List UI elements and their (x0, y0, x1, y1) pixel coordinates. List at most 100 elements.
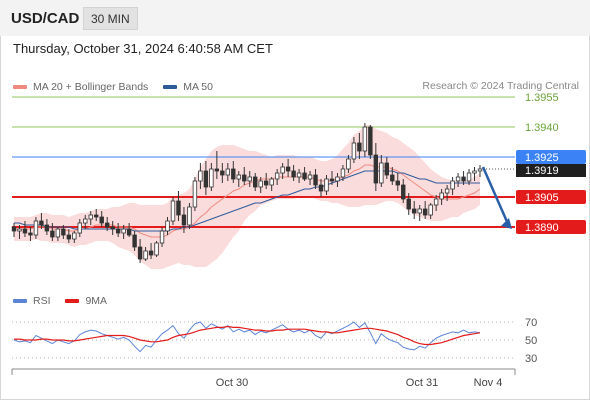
candle (115, 223, 121, 237)
candle-body (455, 176, 461, 182)
candle (72, 231, 77, 243)
candle-body (412, 208, 417, 214)
candle (450, 177, 455, 195)
candle (159, 227, 165, 247)
candle (455, 173, 461, 187)
x-axis-label: Oct 31 (406, 377, 438, 389)
candle (329, 171, 335, 185)
candle (22, 221, 28, 237)
candle (373, 143, 379, 191)
legend-ma50: MA 50 (163, 81, 213, 93)
level-label-1.3940: 1.3940 (525, 122, 559, 134)
candle (33, 217, 39, 239)
candle (258, 177, 263, 193)
candle (428, 203, 433, 219)
level-label-1.3905: 1.3905 (525, 192, 559, 204)
ma50-line (14, 170, 480, 232)
level-label-1.3925: 1.3925 (525, 152, 559, 164)
candle (39, 213, 44, 229)
candle (61, 225, 66, 239)
candle-body (395, 180, 400, 186)
candle (28, 227, 33, 241)
candle-body (181, 214, 187, 226)
level-label-1.3890: 1.3890 (525, 222, 559, 234)
candle-body (439, 192, 444, 200)
candle (231, 161, 236, 183)
candle (433, 195, 439, 211)
candle (274, 169, 280, 185)
candle-body (390, 174, 395, 182)
x-axis-label: Nov 4 (474, 377, 503, 389)
candle (187, 203, 192, 229)
candle-body (373, 154, 379, 184)
candle (302, 167, 307, 181)
candle (198, 163, 203, 189)
candle-body (368, 126, 373, 156)
candle (357, 133, 362, 159)
candle (401, 179, 406, 203)
candle-body (324, 178, 329, 192)
ma20-swatch (13, 85, 27, 89)
candle (242, 167, 247, 185)
candle-body (417, 208, 422, 214)
candle-body (384, 162, 389, 176)
legend-rsi: RSI (13, 295, 51, 307)
candle-body (247, 176, 252, 182)
candle (154, 241, 159, 257)
candle-body (203, 170, 209, 188)
legend-9ma-label: 9MA (85, 295, 108, 307)
candle (340, 165, 346, 181)
candle (368, 125, 373, 159)
candle (11, 223, 17, 237)
candle-body (296, 172, 302, 178)
candle-body (329, 178, 335, 182)
candle-body (472, 170, 477, 174)
level-tag-1.3905 (516, 190, 586, 204)
candle-body (406, 198, 411, 210)
candle-body (269, 178, 274, 186)
candle (291, 165, 296, 181)
candle (17, 225, 22, 239)
candle (203, 161, 209, 195)
candle (83, 215, 88, 229)
interval-button[interactable]: 30 MIN (83, 7, 138, 30)
candle-body (33, 220, 39, 236)
candle (466, 169, 472, 185)
candle (422, 201, 428, 219)
candle (225, 163, 231, 181)
candle-body (110, 226, 115, 230)
candle-body (285, 166, 291, 172)
candle (439, 189, 444, 205)
candle-body (209, 168, 214, 188)
candle-body (362, 126, 368, 152)
candle-body (148, 250, 154, 256)
candle (99, 211, 104, 227)
candle (50, 223, 55, 241)
candle (324, 175, 329, 195)
candle (461, 171, 466, 185)
candle (192, 177, 198, 211)
candle (44, 219, 50, 235)
candle (121, 225, 126, 239)
candle-body (115, 228, 121, 234)
rsi-9ma-line (14, 325, 481, 346)
x-axis-label: Oct 30 (216, 377, 248, 389)
candle-body (466, 172, 472, 182)
candle-body (22, 228, 28, 234)
candle (148, 243, 154, 259)
candle (313, 169, 318, 189)
candle-body (121, 228, 126, 234)
rsi-level-label-30: 30 (525, 353, 537, 365)
candle-body (253, 176, 258, 188)
rsi-line (13, 321, 481, 353)
legend-ma20-label: MA 20 + Bollinger Bands (33, 81, 149, 93)
candle-body (444, 188, 450, 194)
candle-body (318, 184, 324, 192)
ma20-line (14, 164, 481, 238)
candle-body (165, 220, 170, 232)
candle-body (433, 198, 439, 206)
candle-body (126, 228, 132, 236)
candle-body (242, 174, 247, 182)
candle-body (225, 168, 231, 176)
